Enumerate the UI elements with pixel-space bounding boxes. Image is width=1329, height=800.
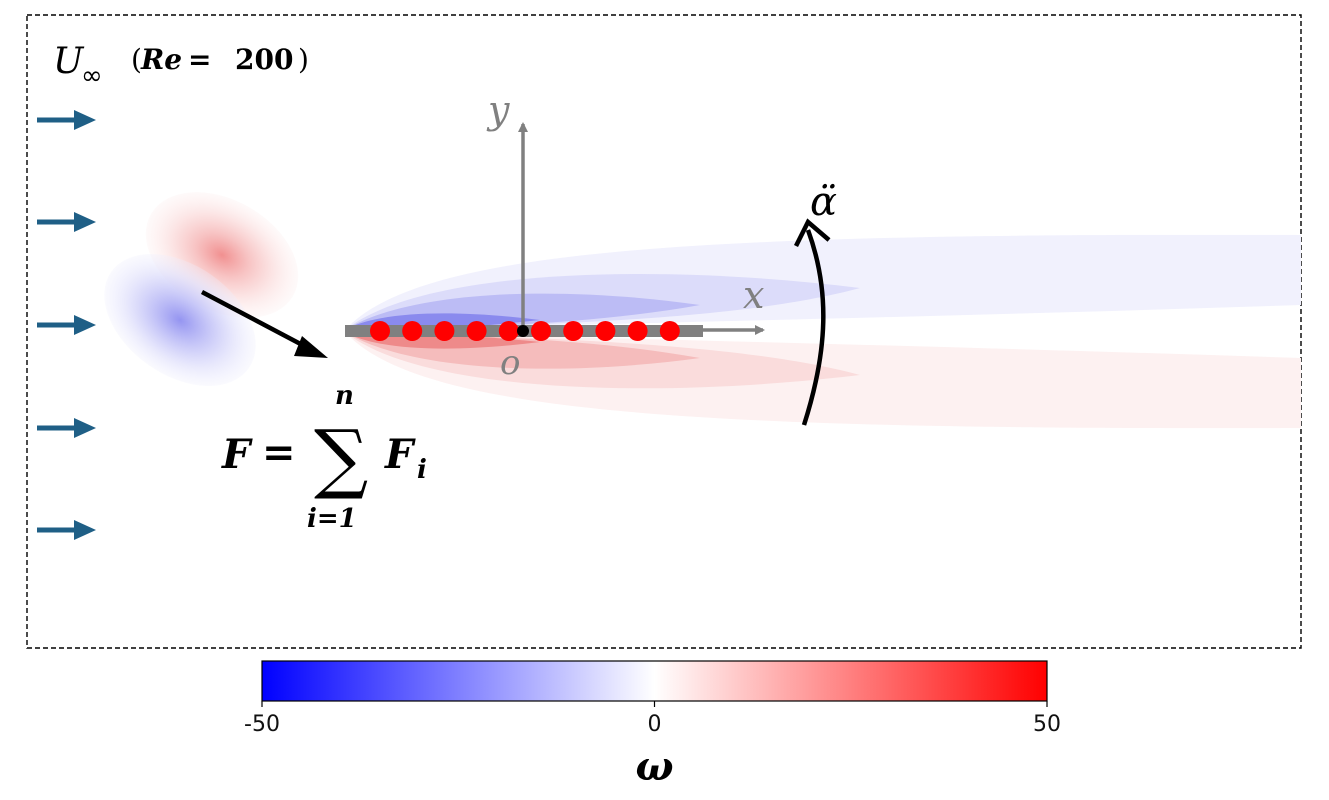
- pivot-point: [517, 325, 529, 337]
- force-term: F: [384, 431, 416, 478]
- y-axis-label: y: [486, 88, 510, 132]
- colorbar-tick-min: -50: [244, 712, 280, 737]
- colorbar: [261, 660, 1048, 702]
- reynolds-label: Re: [140, 43, 182, 76]
- domain-boundary: [26, 14, 1302, 649]
- freestream-arrow: [37, 212, 96, 232]
- freestream-arrows: [37, 110, 96, 540]
- colorbar-tick-marks: [261, 701, 1048, 707]
- force-marker: [466, 321, 487, 341]
- plate-force-markers: [370, 321, 680, 341]
- reynolds-open-paren: (: [131, 43, 142, 76]
- force-marker: [531, 321, 551, 341]
- force-marker: [563, 321, 584, 341]
- force-term-subscript: i: [417, 455, 427, 485]
- gust-vortex-pair: [104, 192, 299, 386]
- colorbar-tick-zero: 0: [648, 712, 662, 737]
- freestream-arrow: [37, 520, 96, 540]
- negative-vortex: [104, 254, 256, 386]
- freestream-arrow: [37, 315, 96, 335]
- force-marker: [402, 321, 423, 341]
- force-arrow-head: [294, 336, 328, 358]
- colorbar-label: ω: [635, 743, 673, 790]
- angular-acceleration-label: α̈: [810, 179, 837, 225]
- reynolds-equals: =: [188, 43, 211, 76]
- force-marker: [659, 321, 680, 341]
- force-marker: [498, 321, 519, 341]
- sum-upper-limit: n: [335, 381, 354, 411]
- rotation-arrow: [801, 229, 826, 426]
- reynolds-value: 200: [235, 43, 293, 76]
- freestream-symbol: U: [53, 41, 85, 82]
- force-lhs: F: [221, 431, 253, 478]
- force-marker: [595, 321, 616, 341]
- force-marker: [434, 321, 455, 341]
- origin-label: o: [500, 343, 520, 383]
- x-axis-label: x: [743, 273, 764, 317]
- force-marker: [370, 321, 390, 341]
- force-arrow: [200, 290, 312, 351]
- freestream-arrow: [37, 418, 96, 438]
- colorbar-tick-max: 50: [1033, 712, 1061, 737]
- sum-lower-limit: i=1: [307, 504, 357, 534]
- reynolds-close-paren: ): [298, 43, 309, 76]
- force-equals: =: [262, 429, 296, 476]
- rotation-arrow-head: [793, 218, 831, 248]
- force-marker: [627, 321, 648, 341]
- summation-symbol: ∑: [314, 413, 368, 502]
- freestream-arrow: [37, 110, 96, 130]
- freestream-subscript: ∞: [81, 61, 103, 91]
